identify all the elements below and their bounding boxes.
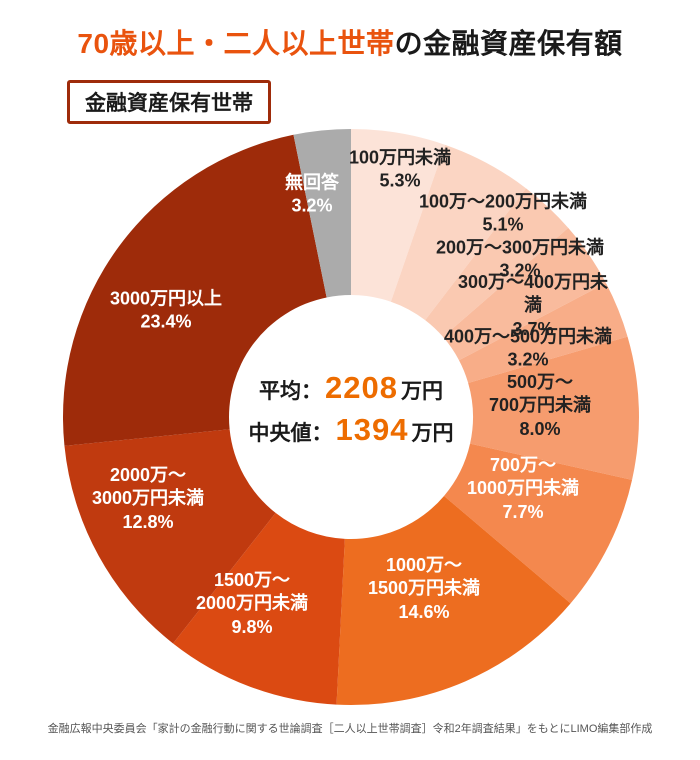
median-stat: 中央値： 1394 万円 bbox=[249, 412, 454, 448]
page-title: 70歳以上・二人以上世帯の金融資産保有額 bbox=[0, 22, 700, 62]
average-label: 平均： bbox=[259, 380, 323, 403]
donut-segment-10 bbox=[64, 429, 276, 644]
median-unit: 万円 bbox=[411, 422, 454, 445]
donut-segment-3 bbox=[425, 188, 569, 337]
average-stat: 平均： 2208 万円 bbox=[249, 370, 454, 406]
chart-category-badge: 金融資産保有世帯 bbox=[67, 80, 271, 124]
page-title-highlight: 70歳以上・二人以上世帯 bbox=[77, 28, 395, 59]
source-note: 金融広報中央委員会「家計の金融行動に関する世論調査［二人以上世帯調査］令和2年調… bbox=[47, 723, 653, 735]
donut-segment-4 bbox=[443, 227, 606, 361]
donut-segment-11 bbox=[62, 134, 327, 446]
donut-segment-5 bbox=[459, 283, 628, 383]
donut-segment-9 bbox=[173, 512, 345, 705]
page-title-rest: の金融資産保有額 bbox=[394, 28, 623, 59]
median-label: 中央値： bbox=[248, 422, 333, 445]
donut-segment-2 bbox=[390, 144, 527, 321]
donut-segment-7 bbox=[444, 443, 633, 604]
donut-segment-12 bbox=[293, 129, 351, 298]
center-stats: 平均： 2208 万円 中央値： 1394 万円 bbox=[249, 364, 454, 454]
donut-segment-6 bbox=[468, 336, 639, 480]
median-value: 1394 bbox=[335, 412, 409, 447]
donut-segment-1 bbox=[351, 129, 446, 302]
donut-segment-8 bbox=[336, 495, 571, 706]
average-value: 2208 bbox=[325, 370, 398, 405]
average-unit: 万円 bbox=[400, 380, 443, 403]
